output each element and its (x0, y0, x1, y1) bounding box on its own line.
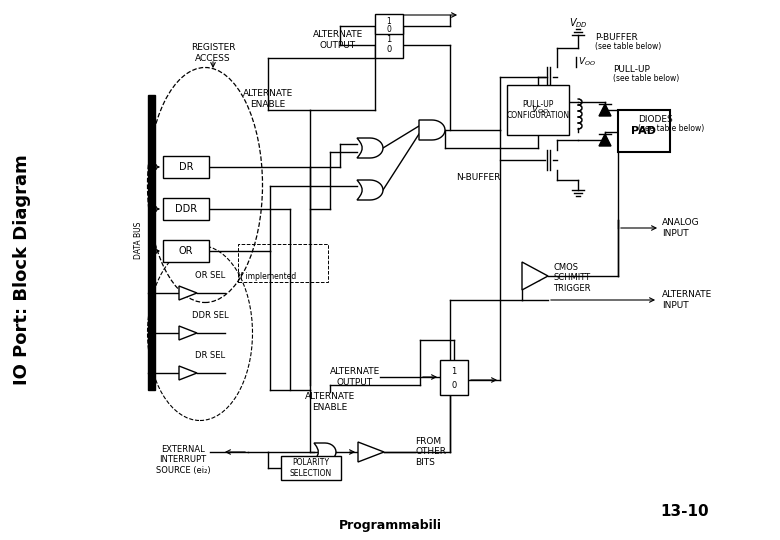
Text: ALTERNATE
OUTPUT: ALTERNATE OUTPUT (330, 367, 380, 387)
Text: DIODES: DIODES (638, 116, 672, 125)
Text: 1: 1 (386, 35, 392, 44)
Bar (238, 244, 328, 282)
Text: FROM
OTHER
BITS: FROM OTHER BITS (415, 437, 446, 467)
Text: ALTERNATE
OUTPUT: ALTERNATE OUTPUT (313, 30, 363, 50)
Text: PULL-UP
CONFIGURATION: PULL-UP CONFIGURATION (506, 100, 569, 120)
Bar (507, 85, 569, 135)
Text: ALTERNATE
INPUT: ALTERNATE INPUT (662, 291, 712, 310)
Text: 0: 0 (452, 381, 456, 389)
Text: DDR SEL: DDR SEL (192, 312, 229, 321)
Text: 1: 1 (452, 368, 456, 376)
Text: PULL-UP: PULL-UP (613, 65, 650, 75)
Text: DDR: DDR (175, 204, 197, 214)
Polygon shape (179, 326, 197, 340)
Text: DR SEL: DR SEL (195, 352, 225, 361)
Text: If implemented: If implemented (238, 272, 296, 281)
Polygon shape (314, 443, 336, 461)
Bar (618, 110, 670, 152)
Text: CMOS
SCHMITT
TRIGGER: CMOS SCHMITT TRIGGER (553, 263, 590, 293)
Polygon shape (599, 104, 611, 116)
Text: IO Port: Block Diagram: IO Port: Block Diagram (13, 154, 31, 386)
Text: $V_{DD}$: $V_{DD}$ (569, 16, 587, 30)
Text: 1: 1 (387, 17, 392, 25)
Text: (see table below): (see table below) (638, 124, 704, 132)
Text: 0: 0 (387, 25, 392, 35)
Bar (375, 14, 403, 34)
Polygon shape (419, 120, 445, 140)
Text: PAD: PAD (632, 126, 657, 136)
Text: 0: 0 (452, 381, 457, 389)
Polygon shape (179, 366, 197, 380)
Text: ANALOG
INPUT: ANALOG INPUT (662, 218, 700, 238)
Text: ALTERNATE
ENABLE: ALTERNATE ENABLE (243, 89, 293, 109)
Text: $V_{OO}$: $V_{OO}$ (531, 104, 549, 116)
Bar (281, 456, 341, 480)
Polygon shape (522, 262, 548, 290)
Text: (see table below): (see table below) (613, 73, 679, 83)
Text: 0: 0 (386, 45, 392, 55)
Bar (163, 198, 209, 220)
Text: 13-10: 13-10 (661, 504, 709, 519)
Polygon shape (358, 442, 384, 462)
Polygon shape (357, 138, 383, 158)
Polygon shape (599, 134, 611, 146)
Bar (148, 95, 155, 390)
Text: REGISTER
ACCESS: REGISTER ACCESS (191, 43, 236, 63)
Text: $V_{OO}$: $V_{OO}$ (578, 56, 596, 68)
Polygon shape (357, 180, 383, 200)
Bar (440, 360, 468, 395)
Text: OR: OR (179, 246, 193, 256)
Text: DATA BUS: DATA BUS (134, 221, 143, 259)
Bar (163, 156, 209, 178)
Bar (375, 26, 403, 58)
Text: OR SEL: OR SEL (195, 272, 225, 280)
Text: P-BUFFER: P-BUFFER (595, 33, 638, 43)
Text: 1: 1 (452, 366, 457, 375)
Text: N-BUFFER: N-BUFFER (456, 173, 500, 183)
Text: (see table below): (see table below) (595, 42, 661, 51)
Text: EXTERNAL
INTERRUPT
SOURCE (ei₂): EXTERNAL INTERRUPT SOURCE (ei₂) (156, 445, 211, 475)
Text: Programmabili: Programmabili (339, 519, 441, 532)
Bar (163, 240, 209, 262)
Text: POLARITY
SELECTION: POLARITY SELECTION (290, 458, 332, 478)
Polygon shape (179, 286, 197, 300)
Text: ALTERNATE
ENABLE: ALTERNATE ENABLE (305, 392, 355, 411)
Text: DR: DR (179, 162, 193, 172)
